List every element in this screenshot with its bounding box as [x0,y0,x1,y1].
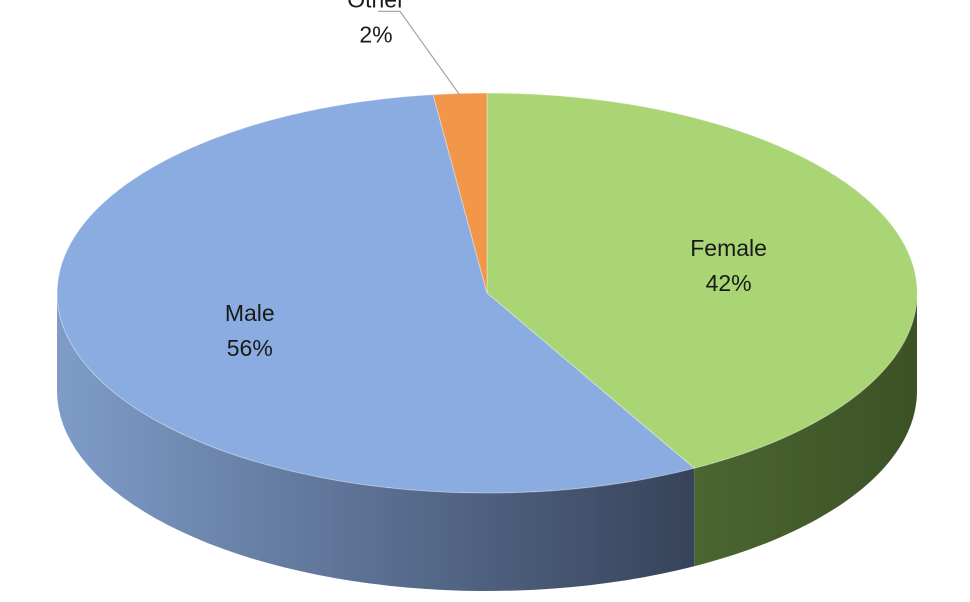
slice-female [486,92,918,469]
slice-side-female [694,293,917,567]
slice-side-male [57,293,695,591]
slice-other [432,92,488,294]
slice-label-male: Male [225,300,275,326]
slice-male [56,94,696,494]
leader-line-other [378,10,461,96]
pie-sides [57,293,917,591]
slice-value-other: 2% [359,21,392,47]
slice-label-female: Female [690,235,767,261]
slice-labels: Female 42% Male 56% Other 2% [225,0,767,361]
slice-label-other: Other [347,0,405,12]
leader-lines [378,10,461,96]
pie-tops [56,92,918,494]
slice-value-male: 56% [227,335,273,361]
slice-value-female: 42% [706,270,752,296]
